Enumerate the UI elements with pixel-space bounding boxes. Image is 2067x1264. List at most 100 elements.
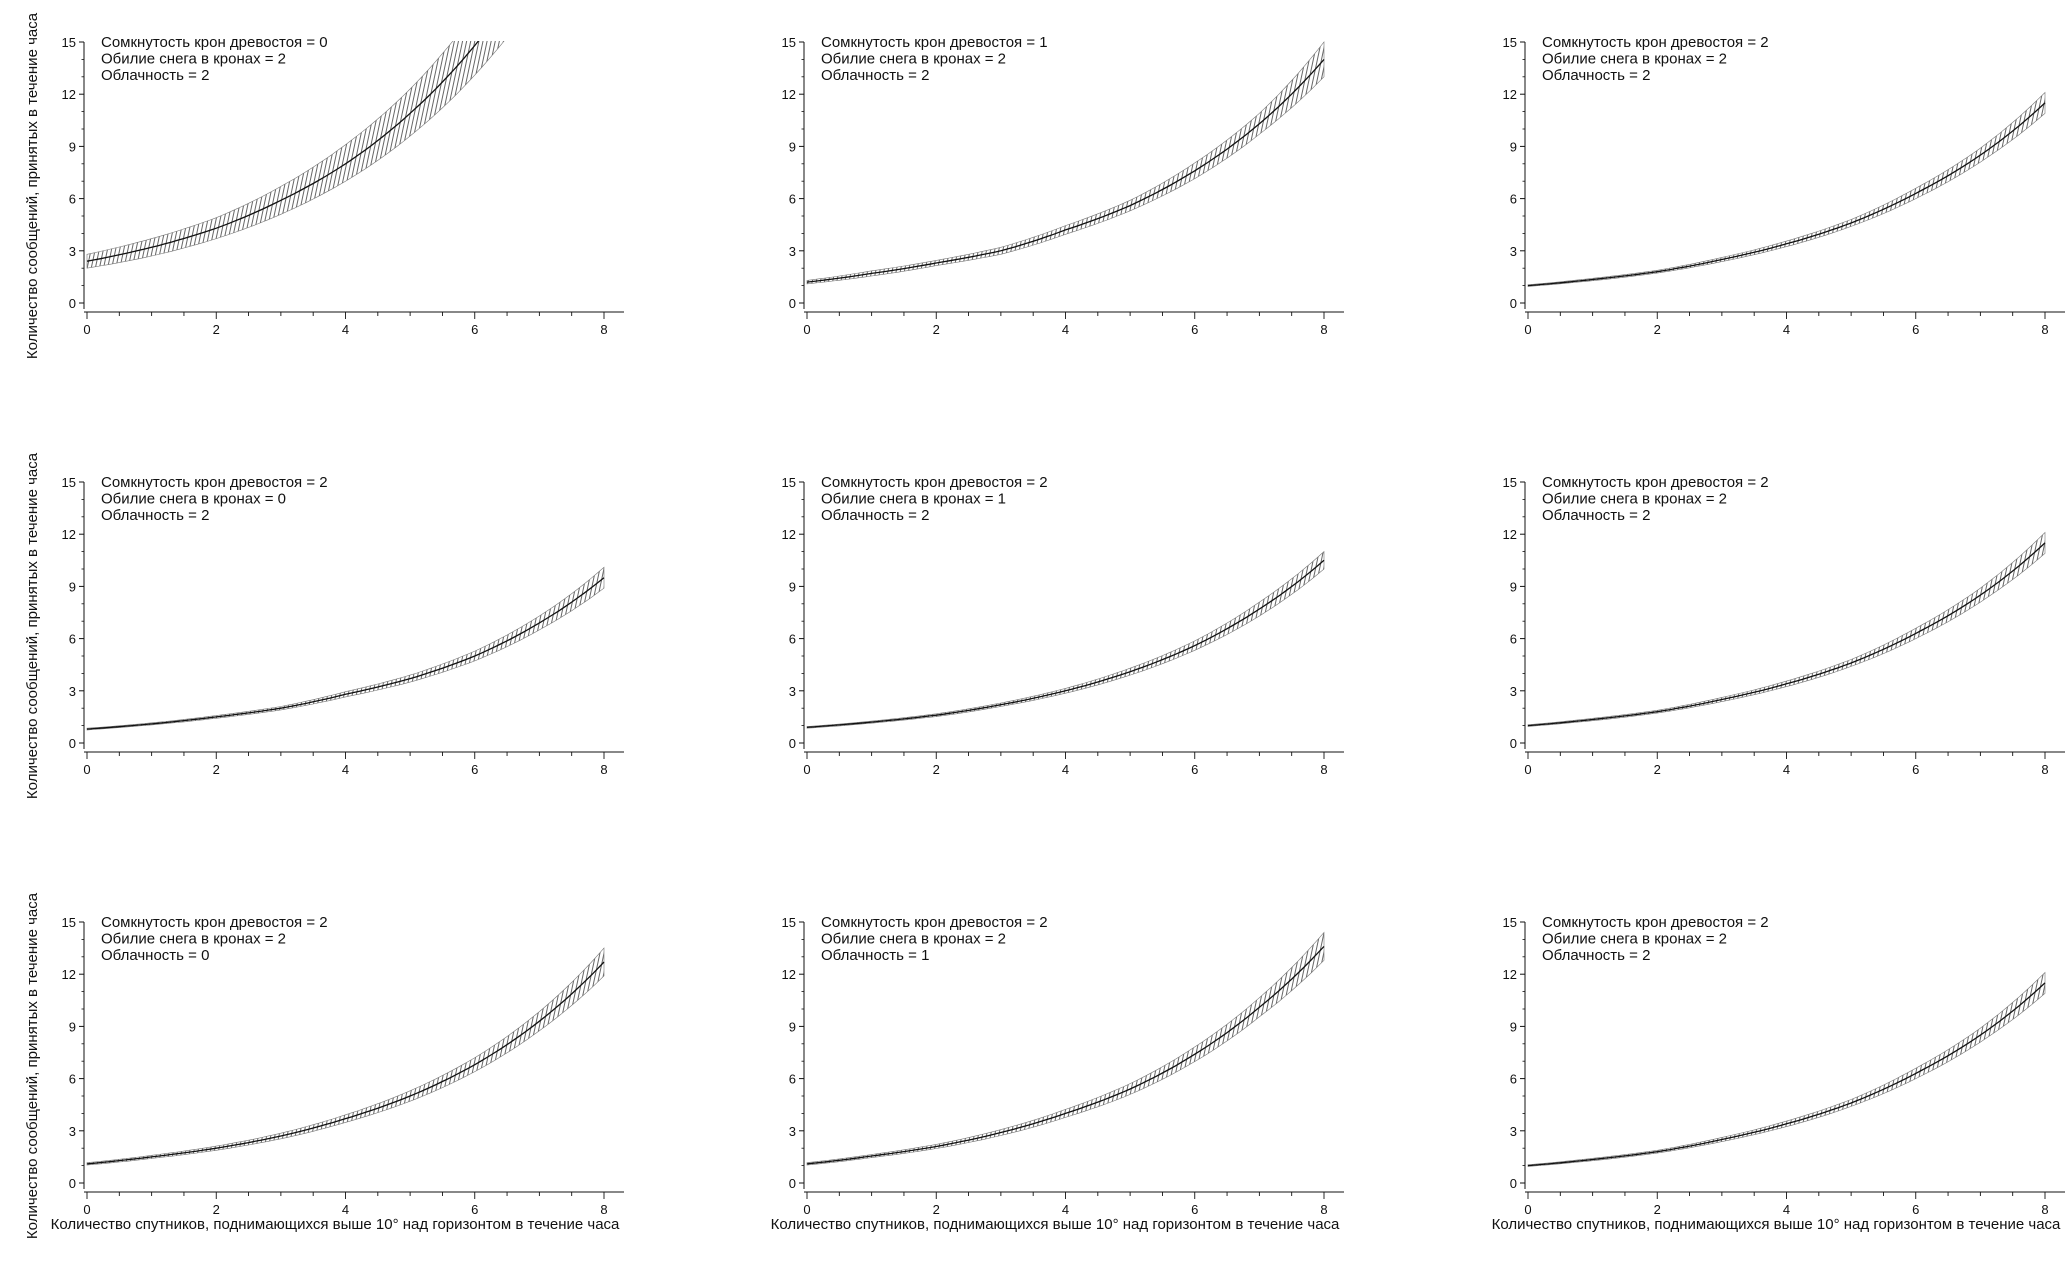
panel-annotation: Сомкнутость крон древостоя = 2 bbox=[101, 474, 328, 491]
x-tick-label: 8 bbox=[600, 322, 607, 337]
y-tick-label: 12 bbox=[62, 527, 76, 542]
y-tick-label: 15 bbox=[782, 475, 796, 490]
panels-layer: 0 3 6 9 12 15 0 2 4 6 8 Сомкнутость крон древостоя … bbox=[62, 34, 2065, 1217]
panel-annotation: Сомкнутость крон древостоя = 2 bbox=[821, 474, 1048, 491]
y-tick-label: 12 bbox=[1503, 87, 1517, 102]
y-tick-label: 15 bbox=[62, 475, 76, 490]
x-tick-label: 8 bbox=[1320, 322, 1327, 337]
y-tick-label: 12 bbox=[62, 87, 76, 102]
x-tick-label: 2 bbox=[213, 1202, 220, 1217]
fitted-line bbox=[1527, 102, 2046, 287]
y-tick-label: 12 bbox=[782, 87, 796, 102]
confidence-band bbox=[806, 41, 1325, 285]
y-tick-label: 9 bbox=[1510, 579, 1517, 594]
panel-annotation: Сомкнутость крон древостоя = 2 bbox=[821, 914, 1048, 931]
y-tick-label: 6 bbox=[789, 1072, 796, 1087]
y-tick-label: 6 bbox=[69, 1072, 76, 1087]
y-tick-label: 15 bbox=[62, 35, 76, 50]
chart-panel-row3-col2: 0 3 6 9 12 15 0 2 4 6 8 Сомкнутость крон древостоя … bbox=[782, 914, 1344, 1217]
y-tick-label: 9 bbox=[69, 1019, 76, 1034]
y-tick-label: 6 bbox=[789, 632, 796, 647]
panel-annotation: Обилие снега в кронах = 2 bbox=[821, 931, 1006, 948]
y-tick-label: 0 bbox=[789, 1176, 796, 1191]
x-tick-label: 0 bbox=[1524, 322, 1531, 337]
x-tick-label: 4 bbox=[1783, 762, 1790, 777]
y-tick-label: 15 bbox=[1503, 35, 1517, 50]
panel-annotation: Обилие снега в кронах = 2 bbox=[1542, 51, 1727, 68]
y-tick-label: 3 bbox=[69, 684, 76, 699]
y-tick-label: 12 bbox=[1503, 527, 1517, 542]
y-tick-label: 15 bbox=[782, 35, 796, 50]
x-tick-label: 2 bbox=[213, 762, 220, 777]
y-tick-label: 6 bbox=[789, 192, 796, 207]
x-tick-label: 4 bbox=[1062, 322, 1069, 337]
panel-annotation: Облачность = 2 bbox=[1542, 67, 1650, 84]
x-tick-label: 6 bbox=[1191, 762, 1198, 777]
y-tick-label: 0 bbox=[1510, 1176, 1517, 1191]
y-tick-label: 12 bbox=[782, 527, 796, 542]
y-tick-label: 9 bbox=[789, 579, 796, 594]
panel-annotation: Облачность = 0 bbox=[101, 947, 209, 964]
x-tick-label: 2 bbox=[933, 1202, 940, 1217]
panel-annotation: Обилие снега в кронах = 2 bbox=[1542, 931, 1727, 948]
y-tick-label: 6 bbox=[69, 192, 76, 207]
x-tick-label: 0 bbox=[83, 762, 90, 777]
y-tick-label: 9 bbox=[789, 139, 796, 154]
panel-annotation: Сомкнутость крон древостоя = 2 bbox=[1542, 474, 1769, 491]
y-tick-label: 6 bbox=[1510, 192, 1517, 207]
y-tick-label: 15 bbox=[1503, 915, 1517, 930]
y-tick-label: 12 bbox=[62, 967, 76, 982]
y-axis-title: Количество сообщений, принятых в течение… bbox=[24, 452, 41, 799]
panel-annotation: Облачность = 2 bbox=[1542, 507, 1650, 524]
fitted-line bbox=[86, 577, 605, 730]
x-tick-label: 6 bbox=[1191, 1202, 1198, 1217]
fitted-line bbox=[806, 945, 1325, 1165]
y-tick-label: 15 bbox=[782, 915, 796, 930]
y-tick-label: 0 bbox=[69, 736, 76, 751]
y-tick-label: 3 bbox=[69, 244, 76, 259]
x-tick-label: 6 bbox=[471, 322, 478, 337]
y-tick-label: 0 bbox=[1510, 736, 1517, 751]
panel-annotation: Облачность = 2 bbox=[821, 507, 929, 524]
chart-panel-row2-col1: 0 3 6 9 12 15 0 2 4 6 8 Сомкнутость крон древостоя … bbox=[62, 474, 624, 777]
y-tick-label: 9 bbox=[1510, 1019, 1517, 1034]
x-tick-label: 4 bbox=[1062, 762, 1069, 777]
x-tick-label: 6 bbox=[1191, 322, 1198, 337]
panel-annotation: Облачность = 2 bbox=[101, 507, 209, 524]
y-tick-label: 6 bbox=[69, 632, 76, 647]
chart-panel-row3-col1: 0 3 6 9 12 15 0 2 4 6 8 Сомкнутость крон древостоя … bbox=[62, 914, 624, 1217]
x-tick-label: 6 bbox=[1912, 762, 1919, 777]
x-tick-label: 8 bbox=[600, 1202, 607, 1217]
x-tick-label: 0 bbox=[803, 1202, 810, 1217]
panel-annotation: Обилие снега в кронах = 1 bbox=[821, 491, 1006, 508]
x-tick-label: 2 bbox=[933, 322, 940, 337]
x-tick-label: 4 bbox=[1783, 1202, 1790, 1217]
confidence-band bbox=[86, 947, 605, 1166]
y-tick-label: 0 bbox=[789, 736, 796, 751]
x-axis-title: Количество спутников, поднимающихся выше… bbox=[51, 1216, 620, 1233]
y-tick-label: 3 bbox=[789, 1124, 796, 1139]
x-tick-label: 4 bbox=[342, 322, 349, 337]
chart-panel-row2-col2: 0 3 6 9 12 15 0 2 4 6 8 Сомкнутость крон древостоя … bbox=[782, 474, 1344, 777]
y-tick-label: 0 bbox=[1510, 296, 1517, 311]
x-tick-label: 0 bbox=[1524, 1202, 1531, 1217]
x-tick-label: 6 bbox=[471, 762, 478, 777]
x-tick-label: 4 bbox=[1783, 322, 1790, 337]
x-tick-label: 2 bbox=[1654, 1202, 1661, 1217]
y-tick-label: 3 bbox=[1510, 244, 1517, 259]
x-tick-label: 8 bbox=[2041, 322, 2048, 337]
y-tick-label: 15 bbox=[62, 915, 76, 930]
y-tick-label: 0 bbox=[789, 296, 796, 311]
chart-panel-row3-col3: 0 3 6 9 12 15 0 2 4 6 8 Сомкнутость крон древостоя … bbox=[1503, 914, 2065, 1217]
confidence-band bbox=[1527, 971, 2046, 1167]
y-axis-title: Количество сообщений, принятых в течение… bbox=[24, 12, 41, 359]
chart-panel-row1-col3: 0 3 6 9 12 15 0 2 4 6 8 Сомкнутость крон древостоя … bbox=[1503, 34, 2065, 337]
x-tick-label: 0 bbox=[1524, 762, 1531, 777]
panel-annotation: Обилие снега в кронах = 2 bbox=[821, 51, 1006, 68]
fitted-line bbox=[86, 961, 605, 1165]
x-tick-label: 4 bbox=[342, 1202, 349, 1217]
x-tick-label: 8 bbox=[600, 762, 607, 777]
x-tick-label: 2 bbox=[213, 322, 220, 337]
x-tick-label: 2 bbox=[933, 762, 940, 777]
